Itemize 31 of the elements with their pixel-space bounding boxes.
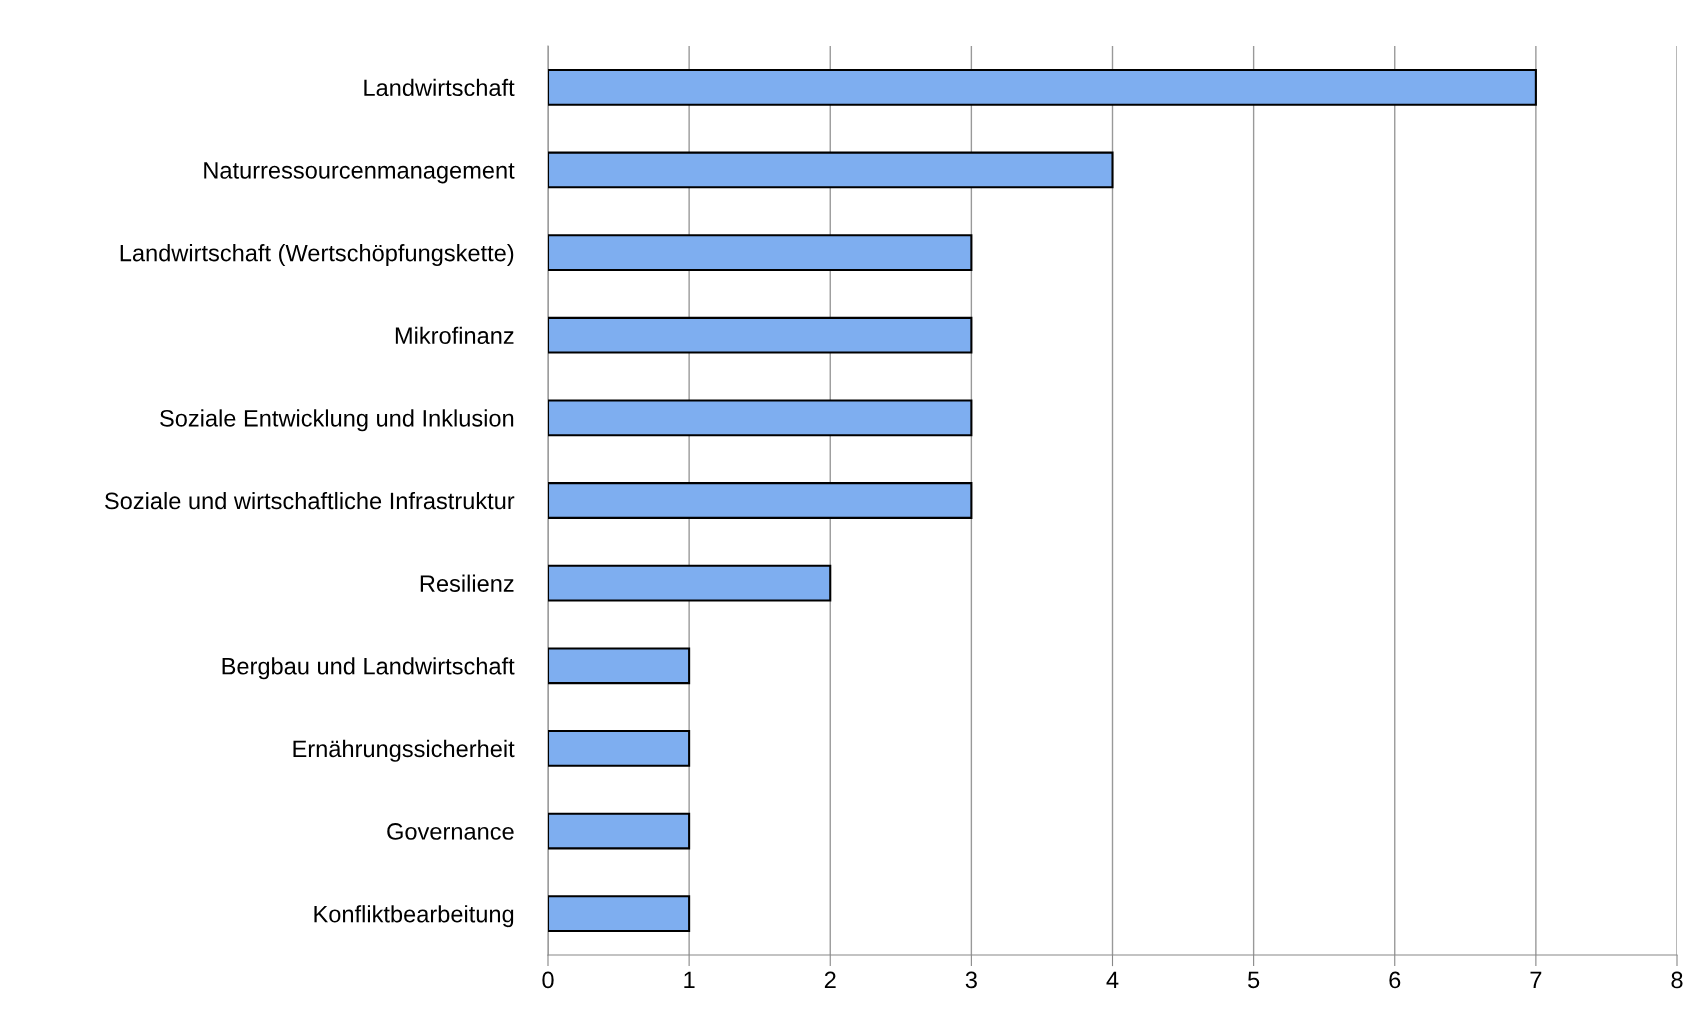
y-tick-label: Konfliktbearbeitung	[314, 905, 514, 928]
y-tick-label: Bergbau und Landwirtschaft	[222, 657, 515, 680]
y-tick-label: Resilienz	[420, 574, 514, 592]
x-tick-label: 1	[684, 971, 695, 989]
bar	[548, 399, 973, 437]
y-tick-label: Naturressourcenmanagement	[204, 162, 515, 184]
y-tick-label: Landwirtschaft (Wertschöpfungskette)	[120, 244, 514, 267]
bar	[548, 730, 691, 767]
bar	[548, 151, 1114, 189]
x-tick-label: 7	[1530, 971, 1542, 989]
y-tick-label: Mikrofinanz	[395, 326, 514, 345]
x-tick-label: 2	[824, 971, 836, 989]
y-tick-label: Soziale Entwicklung und Inklusion	[160, 409, 514, 432]
bar	[548, 482, 973, 519]
x-tick-label: 0	[542, 971, 554, 989]
x-tick-label: 5	[1248, 971, 1260, 989]
x-tick-label: 6	[1389, 971, 1401, 989]
y-tick-label: Governance	[387, 823, 514, 840]
bar	[548, 647, 691, 685]
x-tick-label: 3	[965, 971, 977, 989]
y-tick-label: Landwirtschaft	[364, 78, 515, 97]
bar	[548, 68, 1537, 106]
x-tick-label: 8	[1671, 971, 1683, 989]
y-tick-label: Soziale und wirtschaftliche Infrastruktur	[105, 491, 515, 510]
y-tick-label: Ernährungssicherheit	[293, 739, 515, 762]
bar	[548, 234, 973, 271]
bar	[548, 316, 973, 354]
bar	[548, 895, 691, 933]
bar	[548, 564, 832, 602]
x-tick-label: 4	[1106, 971, 1119, 989]
bar	[548, 812, 691, 850]
